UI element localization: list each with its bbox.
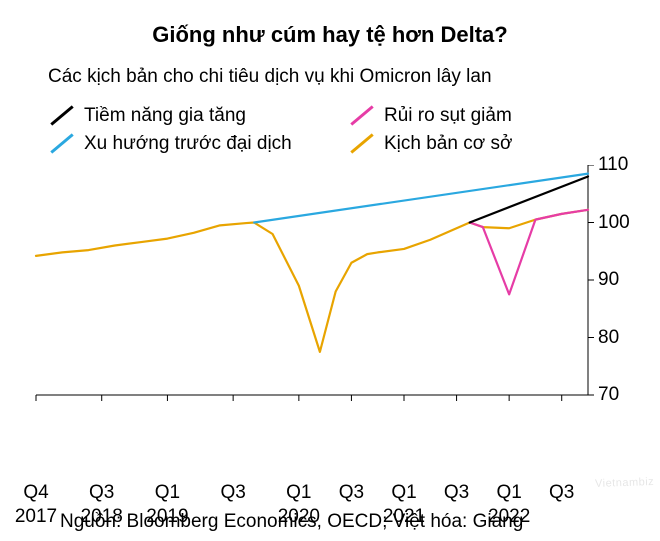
- y-tick-label: 80: [598, 327, 619, 349]
- legend-item-downside: Rủi ro sụt giảm: [348, 102, 608, 130]
- y-tick-label: 100: [598, 212, 630, 234]
- legend-swatch-downside: [350, 106, 373, 126]
- chart-area: 708090100110 Q42017Q32018Q12019Q3 Q12020…: [12, 165, 648, 425]
- watermark: Vietnambiz: [595, 476, 655, 490]
- source-text: Nguồn: Bloomberg Economics, OECD; Việt h…: [60, 511, 523, 533]
- chart-subtitle: Các kịch bản cho chi tiêu dịch vụ khi Om…: [48, 66, 648, 88]
- legend-swatch-baseline: [350, 133, 373, 153]
- legend-item-trend: Xu hướng trước đại dịch: [48, 130, 308, 158]
- y-tick-label: 90: [598, 269, 619, 291]
- chart-svg: [12, 165, 648, 425]
- y-tick-label: 70: [598, 384, 619, 406]
- x-tick-label: Q42017: [15, 481, 57, 529]
- y-tick-label: 110: [598, 154, 628, 176]
- legend-swatch-trend: [50, 133, 73, 153]
- legend-label-baseline: Kịch bản cơ sở: [384, 130, 512, 158]
- chart-title: Giống như cúm hay tệ hơn Delta?: [12, 22, 648, 48]
- legend: Tiềm năng gia tăng Rủi ro sụt giảm Xu hư…: [48, 102, 648, 157]
- legend-label-downside: Rủi ro sụt giảm: [384, 102, 512, 130]
- x-tick-label: Q3: [549, 481, 574, 529]
- legend-item-baseline: Kịch bản cơ sở: [348, 130, 608, 158]
- chart-card: Giống như cúm hay tệ hơn Delta? Các kịch…: [0, 0, 660, 541]
- legend-label-upside: Tiềm năng gia tăng: [84, 102, 246, 130]
- legend-item-upside: Tiềm năng gia tăng: [48, 102, 308, 130]
- legend-swatch-upside: [50, 106, 73, 126]
- legend-label-trend: Xu hướng trước đại dịch: [84, 130, 292, 158]
